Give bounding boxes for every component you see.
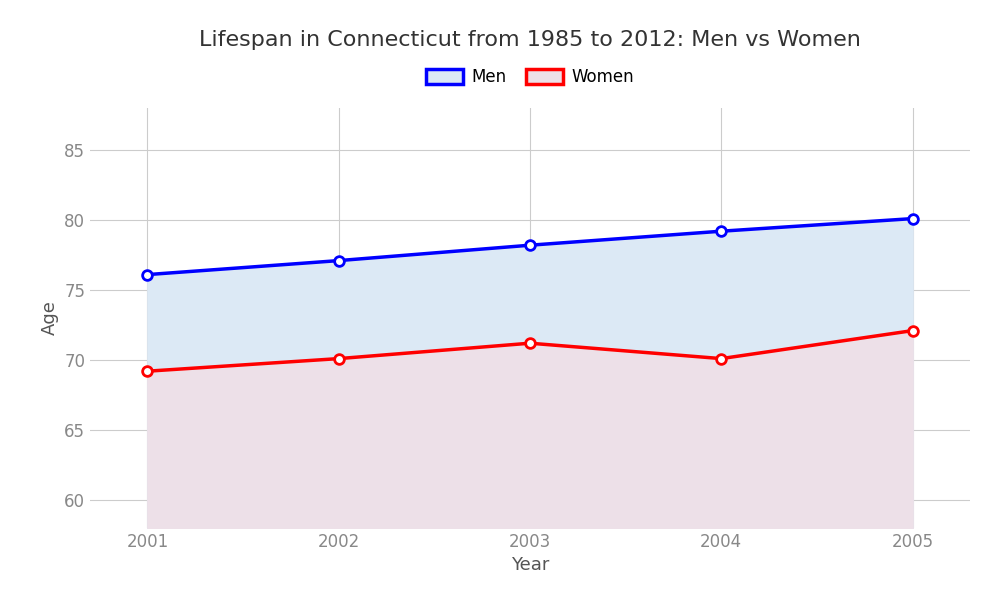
Legend: Men, Women: Men, Women bbox=[419, 62, 641, 93]
X-axis label: Year: Year bbox=[511, 556, 549, 574]
Title: Lifespan in Connecticut from 1985 to 2012: Men vs Women: Lifespan in Connecticut from 1985 to 201… bbox=[199, 29, 861, 49]
Y-axis label: Age: Age bbox=[41, 301, 59, 335]
